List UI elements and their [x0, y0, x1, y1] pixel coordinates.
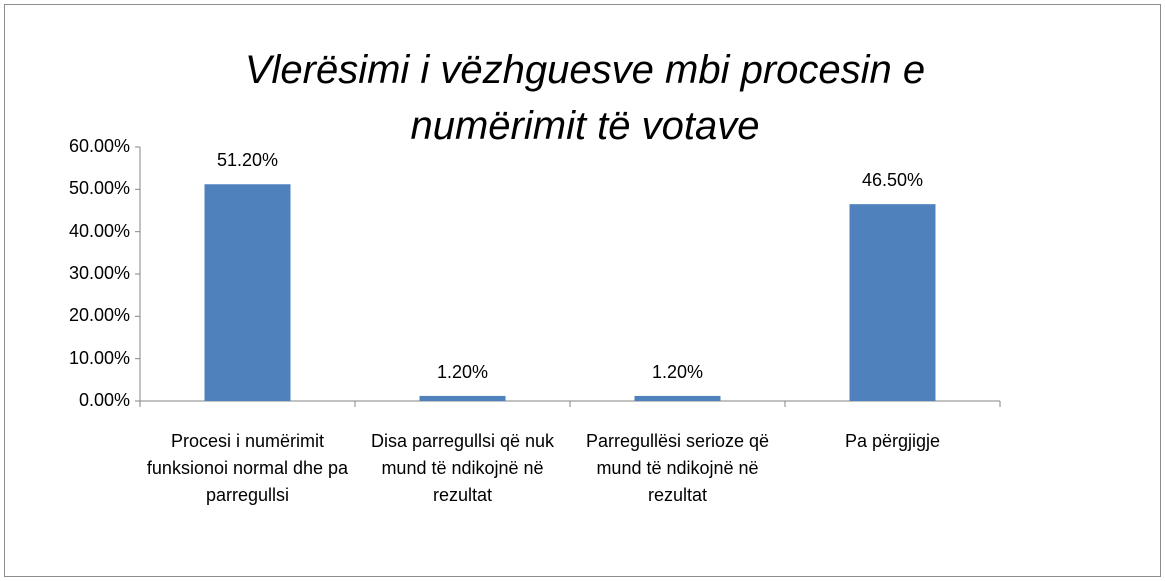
bar	[634, 395, 721, 401]
y-tick-label: 40.00%	[68, 220, 130, 241]
x-tick-label: Pa përgjigje	[844, 431, 941, 451]
data-label: 51.20%	[216, 150, 279, 171]
data-label: 46.50%	[861, 170, 924, 191]
x-tick-label: Procesi i numërimit funksionoi normal dh…	[146, 431, 349, 505]
y-tick-label: 30.00%	[68, 263, 130, 283]
x-tick-label: Disa parregullsi që nuk mund të ndikojnë…	[370, 431, 555, 505]
chart-frame	[4, 4, 1161, 577]
y-tick-label: 0.00%	[78, 390, 130, 410]
bar	[849, 204, 936, 401]
data-label: 1.20%	[436, 361, 489, 382]
y-tick-label: 60.00%	[68, 136, 130, 156]
y-tick-label: 20.00%	[68, 305, 130, 326]
bar	[204, 184, 291, 401]
bar	[419, 395, 506, 401]
y-tick-label: 50.00%	[68, 178, 130, 199]
data-label: 1.20%	[651, 361, 704, 382]
x-tick-label: Parregullësi serioze që mund të ndikojnë…	[585, 431, 770, 505]
y-tick-label: 10.00%	[68, 347, 130, 368]
chart-title: Vlerësimi i vëzhguesve mbi procesin e nu…	[244, 48, 926, 148]
